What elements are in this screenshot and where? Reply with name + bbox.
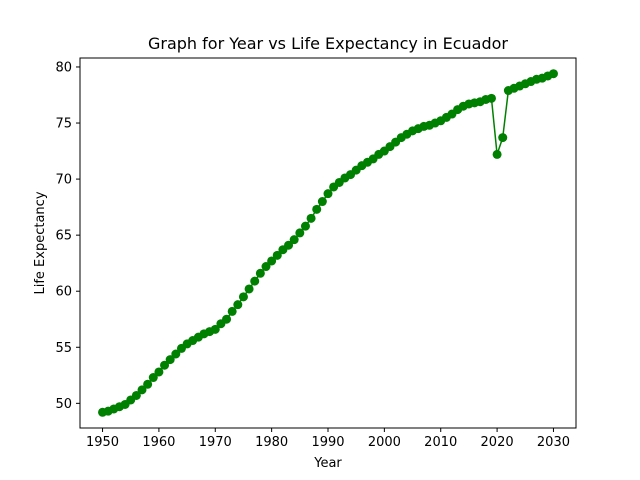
data-point (154, 367, 164, 377)
data-point (284, 240, 294, 250)
x-tick-label: 1950 (86, 435, 119, 450)
data-point (238, 292, 248, 302)
data-point (171, 349, 181, 359)
x-tick-label: 2030 (537, 435, 570, 450)
chart-title: Graph for Year vs Life Expectancy in Ecu… (148, 34, 508, 53)
data-point (323, 189, 333, 199)
data-point (312, 204, 322, 214)
data-point (210, 324, 220, 334)
data-point (261, 262, 271, 272)
x-axis: 1950 1960 1970 1980 1990 2000 2010 2020 2030 (86, 428, 570, 450)
plot-frame (79, 57, 577, 429)
data-point (492, 149, 502, 159)
x-tick-label: 2020 (481, 435, 514, 450)
x-tick-label: 2000 (368, 435, 401, 450)
y-tick-label: 55 (55, 341, 72, 356)
x-tick-label: 1980 (255, 435, 288, 450)
data-point (272, 250, 282, 260)
data-point (222, 314, 232, 324)
data-point (300, 221, 310, 231)
data-point (295, 228, 305, 238)
data-point (250, 276, 260, 286)
data-point (289, 235, 299, 245)
data-point (306, 213, 316, 223)
data-point (160, 360, 170, 370)
y-tick-label: 65 (55, 229, 72, 244)
data-point (148, 373, 158, 383)
data-point (165, 355, 175, 365)
y-axis-label: Life Expectancy (33, 191, 48, 294)
x-tick-label: 1970 (199, 435, 232, 450)
data-point (233, 300, 243, 310)
data-point (137, 385, 147, 395)
data-point (143, 379, 153, 389)
data-point (486, 93, 496, 103)
data-point (131, 390, 141, 400)
data-point (498, 133, 508, 143)
x-tick-label: 1990 (311, 435, 344, 450)
x-axis-label: Year (313, 456, 342, 471)
data-point (267, 256, 277, 266)
y-axis: 50 55 60 65 70 75 80 (55, 60, 80, 412)
data-point (244, 284, 254, 294)
data-point (227, 306, 237, 316)
y-tick-label: 60 (55, 285, 72, 300)
x-tick-label: 2010 (424, 435, 457, 450)
y-tick-label: 50 (55, 397, 72, 412)
data-point (317, 197, 327, 207)
x-tick-label: 1960 (142, 435, 175, 450)
y-tick-label: 70 (55, 173, 72, 188)
data-point (548, 69, 558, 79)
data-point (255, 268, 265, 278)
plot-area (98, 69, 558, 417)
y-tick-label: 75 (55, 117, 72, 132)
y-tick-label: 80 (55, 60, 72, 75)
